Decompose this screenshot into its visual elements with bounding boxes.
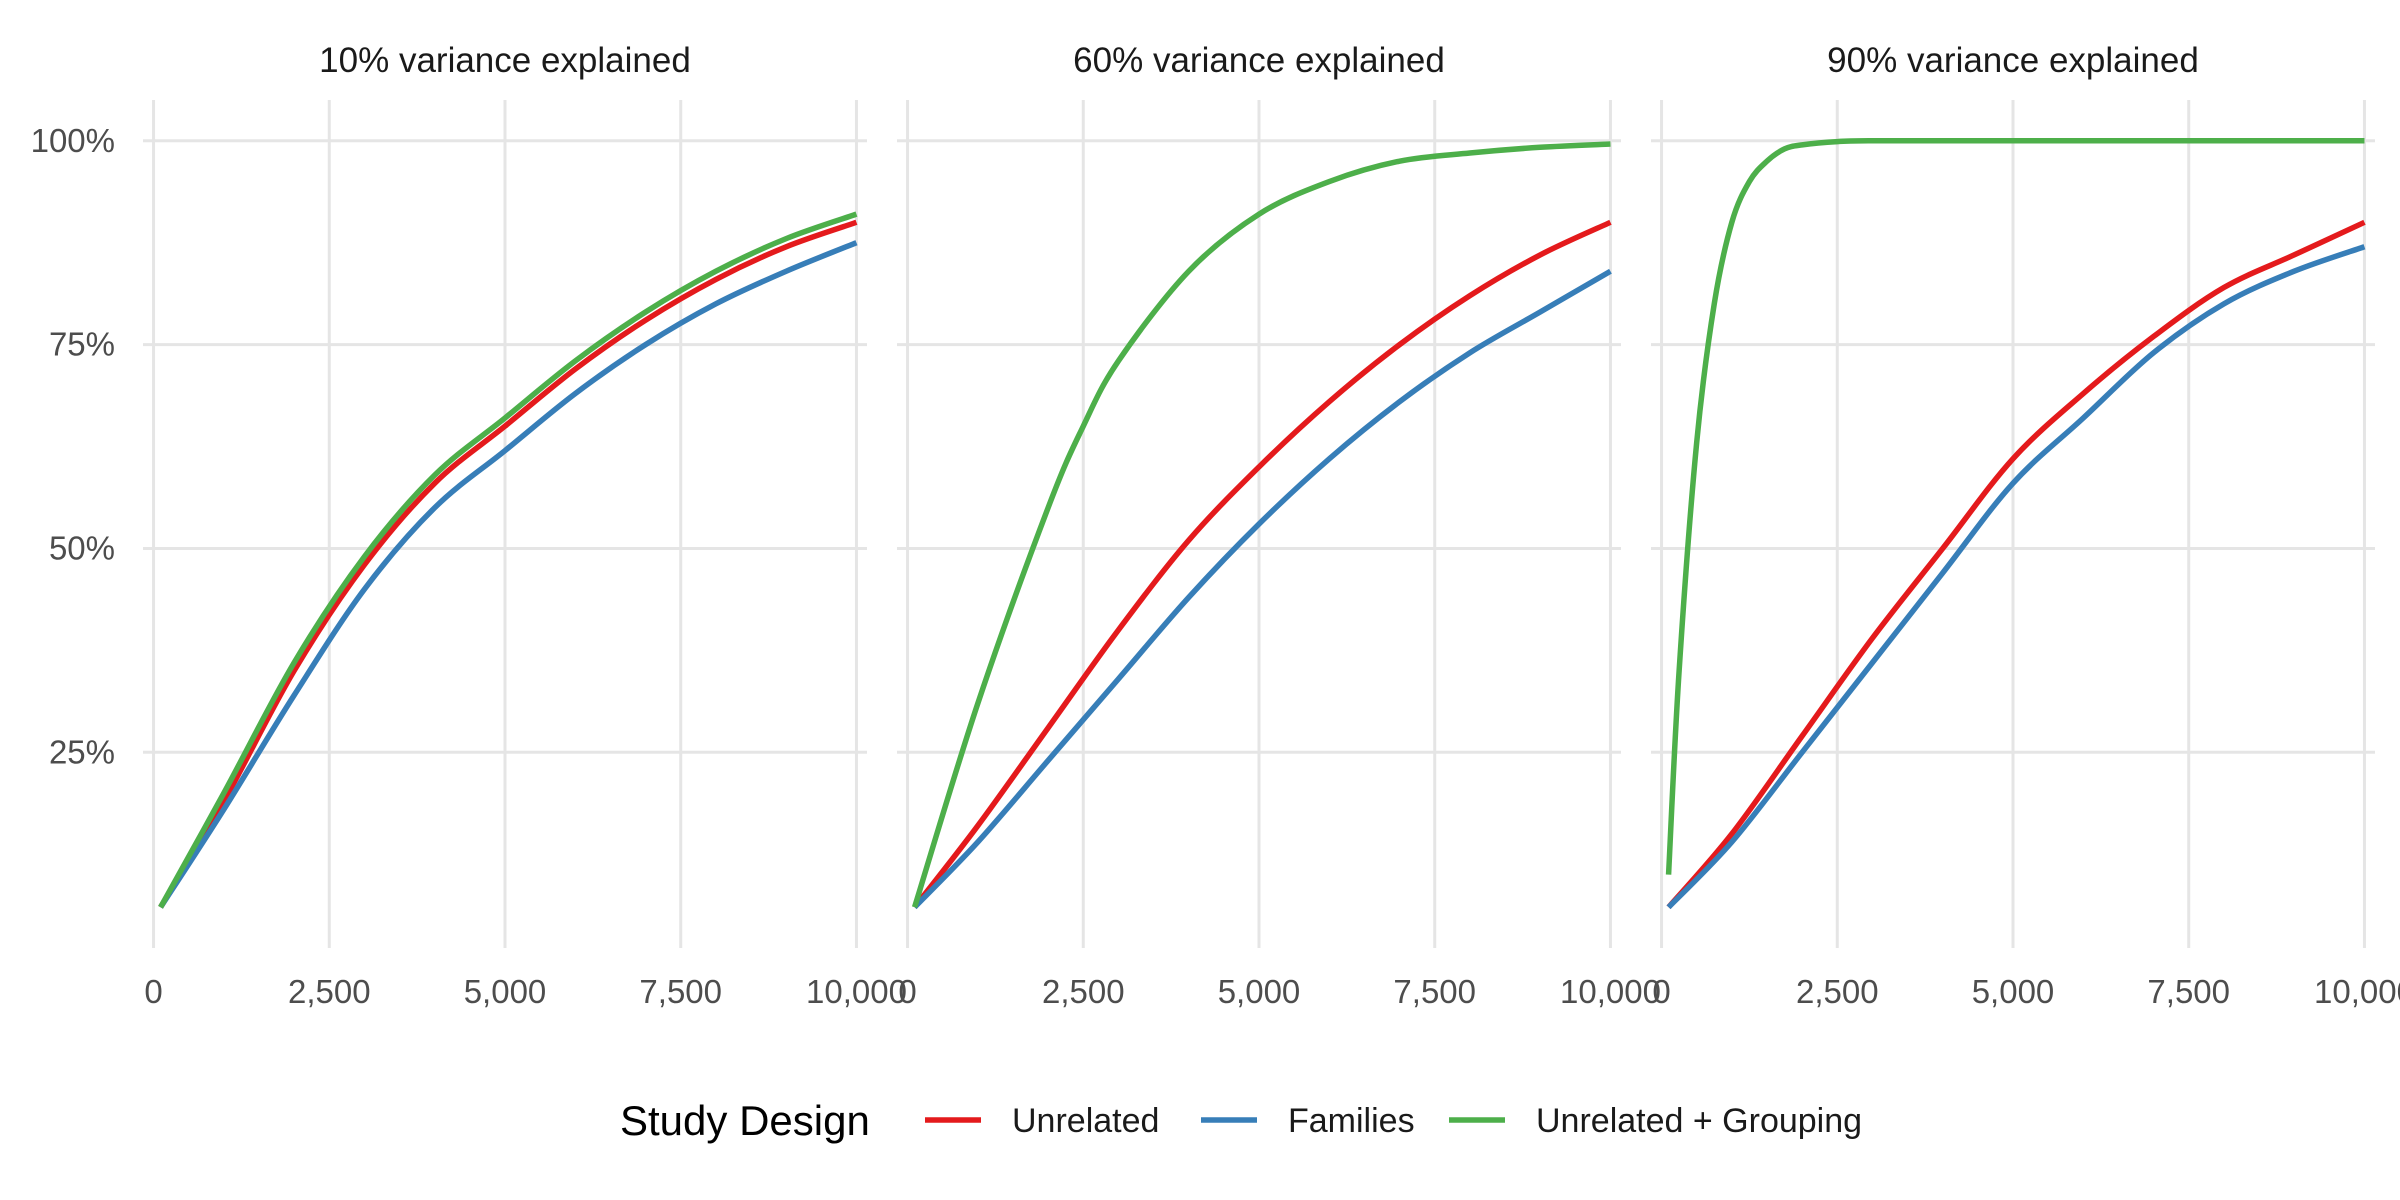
x-tick-label: 2,500 xyxy=(1042,973,1125,1010)
x-tick-label: 5,000 xyxy=(1972,973,2055,1010)
y-tick-label: 25% xyxy=(49,733,115,770)
x-tick-label: 2,500 xyxy=(288,973,371,1010)
x-tick-label: 0 xyxy=(144,973,162,1010)
series-line-unrelated xyxy=(1666,219,2366,910)
facet-title: 90% variance explained xyxy=(1827,41,2199,80)
facet-panel-2: 60% variance explained 0 2,500 5,000 7,500 10… xyxy=(897,41,1661,1010)
facet-panel-3: 90% variance explained 0 2,500 5,000 7,500 10… xyxy=(1651,41,2400,1010)
y-tick-label: 100% xyxy=(31,122,115,159)
legend-label: Unrelated + Grouping xyxy=(1536,1102,1862,1140)
x-tick-label: 7,500 xyxy=(639,973,722,1010)
series-line-unrelated-grouping xyxy=(911,141,1611,909)
facet-title: 10% variance explained xyxy=(319,41,691,80)
y-tick-label: 75% xyxy=(49,326,115,363)
x-tick-label: 0 xyxy=(898,973,916,1010)
x-tick-label: 10,000 xyxy=(1560,973,1661,1010)
x-tick-label: 10,000 xyxy=(806,973,907,1010)
facet-title: 60% variance explained xyxy=(1073,41,1445,80)
legend-label: Families xyxy=(1288,1102,1415,1140)
legend-label: Unrelated xyxy=(1012,1102,1159,1140)
series-line-families xyxy=(158,240,858,909)
x-tick-label: 7,500 xyxy=(1393,973,1476,1010)
series-line-families xyxy=(912,268,1612,910)
x-tick-label: 5,000 xyxy=(1218,973,1301,1010)
series-line-families xyxy=(1666,244,2366,910)
series-line-unrelated xyxy=(158,219,858,909)
legend-title: Study Design xyxy=(620,1097,870,1144)
y-tick-label: 50% xyxy=(49,529,115,566)
x-tick-label: 7,500 xyxy=(2147,973,2230,1010)
legend: Study Design Unrelated Families Unrelated +… xyxy=(620,1097,1862,1144)
x-tick-label: 5,000 xyxy=(464,973,547,1010)
series-line-unrelated xyxy=(912,219,1612,909)
x-tick-label: 2,500 xyxy=(1796,973,1879,1010)
facet-panel-1: 10% variance explained 0 2,500 5,000 7,500 10… xyxy=(143,41,907,1010)
series-line-unrelated-grouping xyxy=(1665,137,2365,875)
series-line-unrelated-grouping xyxy=(158,211,858,909)
x-tick-label: 0 xyxy=(1652,973,1670,1010)
x-tick-label: 10,000 xyxy=(2314,973,2400,1010)
